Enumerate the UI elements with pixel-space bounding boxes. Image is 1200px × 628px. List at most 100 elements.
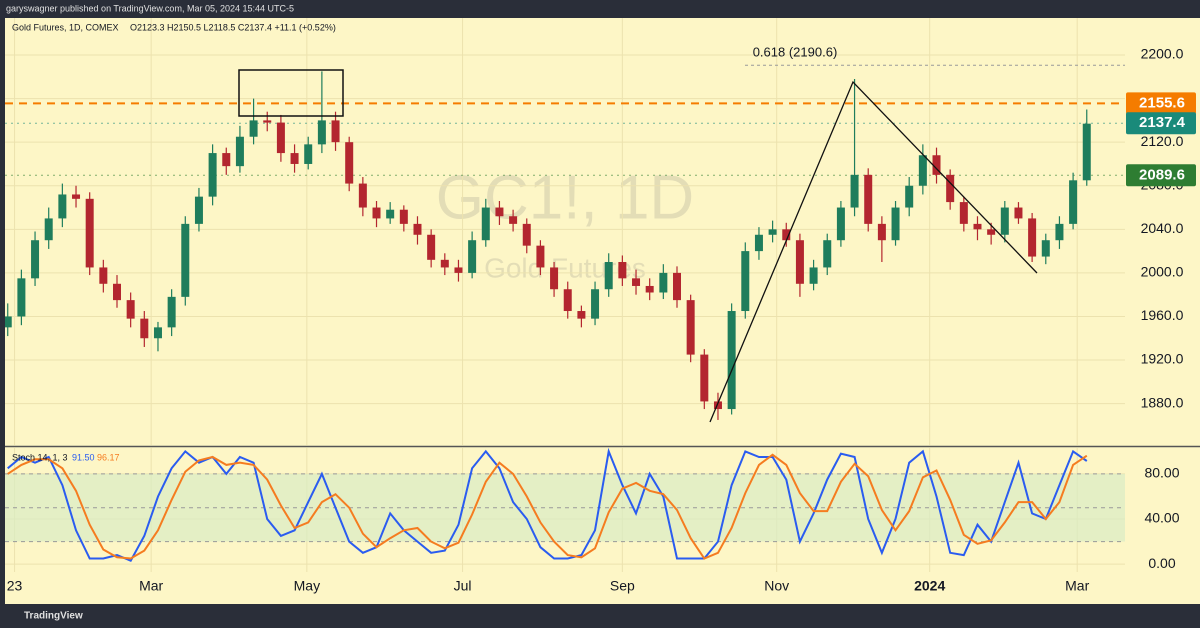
y-tick-label: 2200.0 xyxy=(1141,46,1184,62)
candle-body xyxy=(44,218,53,241)
x-tick-label: Jul xyxy=(454,578,472,594)
candle-body xyxy=(317,120,326,145)
price-badge xyxy=(1126,164,1196,187)
candle-body xyxy=(823,240,832,268)
symbol-info: Gold Futures, 1D, COMEX xyxy=(12,22,119,32)
y-tick-label: 2040.0 xyxy=(1141,220,1184,236)
candle-body xyxy=(632,278,641,286)
candle-body xyxy=(604,262,613,290)
trend-lines xyxy=(709,80,1038,423)
left-frame xyxy=(0,0,5,628)
candle-body xyxy=(3,316,12,328)
stoch-d-value: 96.17 xyxy=(97,452,120,462)
y-tick-label: 2000.0 xyxy=(1141,264,1184,280)
candle-body xyxy=(563,289,572,312)
candle-body xyxy=(386,209,395,219)
candle-body xyxy=(1055,223,1064,241)
watermark: GC1!, 1D xyxy=(436,163,694,232)
ohlc-info: O2123.3 H2150.5 L2118.5 C2137.4 +11.1 (+… xyxy=(130,22,336,32)
candle-body xyxy=(1014,207,1023,219)
candle-body xyxy=(946,174,955,203)
candle-body xyxy=(235,136,244,167)
candle-body xyxy=(741,251,750,312)
candle-body xyxy=(618,262,627,279)
candle-body xyxy=(276,122,285,154)
stoch-line xyxy=(7,447,1088,562)
candle-body xyxy=(700,354,709,402)
candle-body xyxy=(509,216,518,224)
candle-body xyxy=(99,267,108,284)
candle-body xyxy=(536,245,545,268)
price-badge-label: 2155.6 xyxy=(1139,94,1185,111)
candle-body xyxy=(140,318,149,339)
candle-body xyxy=(58,194,67,219)
candle-body xyxy=(85,198,94,268)
candle-body xyxy=(249,120,258,137)
candle-body xyxy=(290,153,299,164)
x-tick-label: 2024 xyxy=(914,578,945,594)
candle-body xyxy=(194,196,203,224)
candle-body xyxy=(113,283,121,301)
candle-body xyxy=(959,202,968,224)
candle-body xyxy=(836,207,845,241)
price-badge-label: 2089.6 xyxy=(1139,166,1185,183)
price-badge xyxy=(1126,92,1196,115)
candle-body xyxy=(263,120,272,123)
candle-body xyxy=(864,174,873,224)
y-tick-label: 1920.0 xyxy=(1141,351,1184,367)
candle-body xyxy=(577,311,586,319)
candle-body xyxy=(768,229,777,235)
x-tick-label: Nov xyxy=(764,578,789,594)
y-tick-label: 80.00 xyxy=(1144,465,1179,481)
candle-body xyxy=(481,207,490,241)
footer-bar xyxy=(0,604,1200,628)
candle-body xyxy=(987,229,996,235)
candle-body xyxy=(181,223,190,297)
price-badge-label: 2137.4 xyxy=(1139,114,1186,131)
candle-body xyxy=(427,234,436,260)
y-tick-label: 1960.0 xyxy=(1141,307,1184,323)
candle-body xyxy=(167,296,176,328)
candle-body xyxy=(1041,240,1050,257)
plot-layer: 23 Mar May Jul Sep Nov 2024 Mar 1880.0 1920.0 1960… xyxy=(3,18,1184,594)
candle-body xyxy=(304,144,313,164)
candle-body xyxy=(891,207,900,241)
top-bar xyxy=(0,0,1200,18)
x-tick-label: Mar xyxy=(139,578,163,594)
y-tick-label: 1880.0 xyxy=(1141,394,1184,410)
candle-body xyxy=(468,240,477,273)
candle-body xyxy=(358,183,367,208)
stoch-k-value: 91.50 xyxy=(72,452,95,462)
candle-body xyxy=(727,311,736,410)
candle-body xyxy=(153,327,162,339)
candle-body xyxy=(754,234,763,252)
candle-body xyxy=(1069,180,1078,224)
fib-label: 0.618 (2190.6) xyxy=(753,45,838,60)
candle-body xyxy=(31,240,40,279)
candle-body xyxy=(399,209,408,224)
y-tick-label: 2120.0 xyxy=(1141,133,1184,149)
candle-body xyxy=(222,153,231,167)
candle-body xyxy=(1082,123,1091,181)
candle-body xyxy=(809,267,818,284)
candle-body xyxy=(645,285,654,293)
candle-body xyxy=(345,142,354,184)
x-tick-label: May xyxy=(294,578,320,594)
y-tick-label: 40.00 xyxy=(1144,510,1179,526)
stoch-title: Stoch 14, 1, 3 xyxy=(12,452,68,462)
candle-body xyxy=(713,401,722,410)
candle-body xyxy=(591,289,600,319)
candle-body xyxy=(918,155,927,186)
candle-body xyxy=(932,155,941,175)
candle-body xyxy=(331,120,340,143)
candle-body xyxy=(550,267,559,290)
candle-body xyxy=(877,223,886,241)
candle-body xyxy=(17,278,26,317)
candle-body xyxy=(659,272,668,293)
candle-body xyxy=(208,153,217,197)
candle-body xyxy=(440,259,449,268)
candle-body xyxy=(372,207,381,219)
footer-brand: TradingView xyxy=(24,611,83,622)
